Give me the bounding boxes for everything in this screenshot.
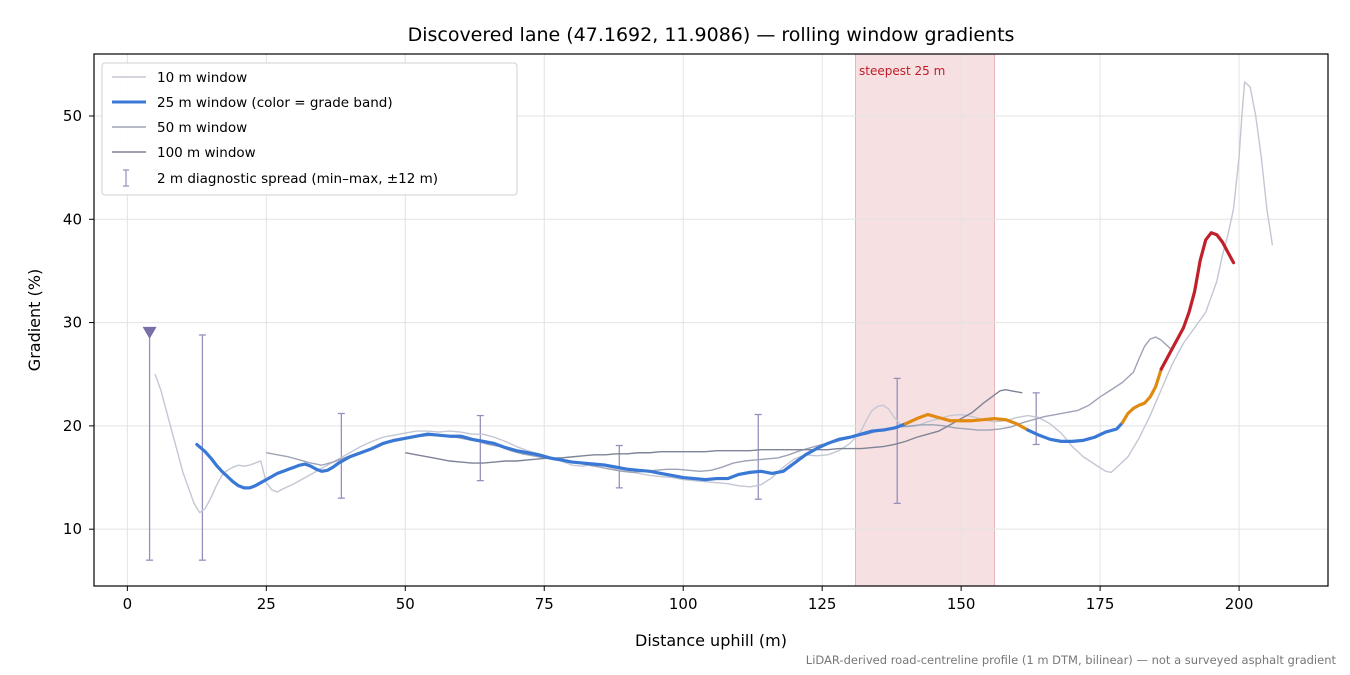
legend-label-25m: 25 m window (color = grade band) (157, 95, 393, 111)
x-tick-label: 25 (257, 595, 276, 613)
legend-box (101, 62, 518, 196)
grade-band-segment-mid (1120, 367, 1163, 425)
grade-band-segment-low (195, 422, 908, 490)
spread-bar (337, 412, 345, 499)
footnote: LiDAR-derived road-centreline profile (1… (806, 653, 1337, 667)
clipped-marker (142, 326, 157, 339)
x-axis-label: Distance uphill (m) (635, 631, 787, 650)
y-tick-label: 10 (63, 520, 82, 538)
grade-band-segment-high (1159, 231, 1236, 371)
legend-label-50m: 50 m window (157, 120, 247, 136)
y-axis-label: Gradient (%) (25, 269, 44, 371)
highlight-band-label: steepest 25 m (859, 64, 945, 78)
x-tick-label: 50 (396, 595, 415, 613)
series-10m-line (154, 81, 1274, 514)
x-tick-label: 125 (808, 595, 837, 613)
x-tick-label: 100 (669, 595, 698, 613)
legend-label-spread: 2 m diagnostic spread (min–max, ±12 m) (157, 171, 438, 187)
y-tick-label: 40 (63, 210, 82, 228)
series-25m-line (195, 231, 1236, 490)
x-tick-label: 0 (123, 595, 133, 613)
legend: 10 m window 25 m window (color = grade b… (101, 62, 518, 196)
series-100m-line (405, 389, 1023, 464)
x-tick-label: 75 (535, 595, 554, 613)
grade-band-segment-mid (903, 412, 1030, 432)
x-tick-label: 150 (947, 595, 976, 613)
y-tick-label: 50 (63, 107, 82, 125)
chart-title: Discovered lane (47.1692, 11.9086) — rol… (408, 24, 1015, 46)
highlight-band (855, 53, 995, 587)
x-tick-label: 175 (1086, 595, 1115, 613)
spread-bar (893, 377, 901, 505)
plot-frame (93, 53, 1329, 587)
y-tick-label: 30 (63, 314, 82, 332)
spread-bar (754, 413, 762, 500)
grade-band-segment-low (1026, 421, 1124, 443)
legend-swatch-spread (123, 169, 129, 187)
spread-bar (476, 414, 484, 482)
x-tick-label: 200 (1225, 595, 1254, 613)
legend-label-100m: 100 m window (157, 145, 256, 161)
legend-label-10m: 10 m window (157, 70, 247, 86)
spread-bar (146, 332, 154, 561)
y-tick-label: 20 (63, 417, 82, 435)
